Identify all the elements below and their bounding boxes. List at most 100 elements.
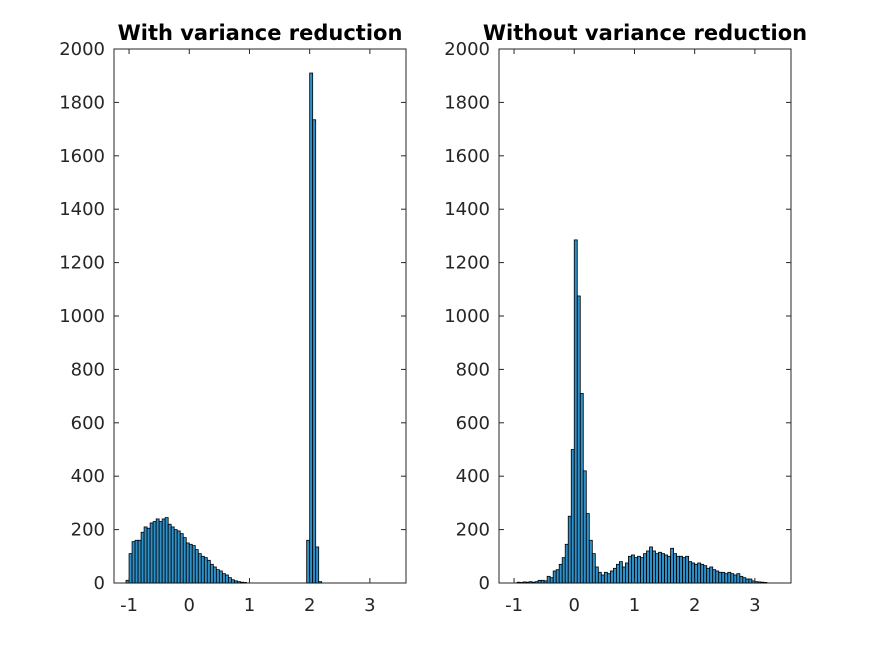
histogram-bar bbox=[240, 581, 244, 584]
histogram-bar bbox=[158, 521, 163, 584]
histogram-bar bbox=[640, 557, 644, 584]
x-tick-label: 3 bbox=[749, 595, 760, 616]
histogram-bar bbox=[664, 554, 668, 584]
histogram-bar bbox=[218, 570, 223, 584]
histogram-bar bbox=[697, 562, 702, 584]
histogram-bar bbox=[682, 557, 687, 584]
y-tick-label: 800 bbox=[456, 359, 490, 380]
histogram-bar bbox=[588, 539, 593, 584]
histogram-bar bbox=[685, 555, 690, 584]
y-tick-label: 600 bbox=[71, 413, 105, 434]
histogram-bar bbox=[724, 573, 729, 584]
subplot-left: 0 200 400 600 800 1000 1200 1400 1600 1800 2000 -1 0… bbox=[59, 21, 407, 616]
histogram-bar bbox=[312, 119, 317, 584]
y-tick-label: 1400 bbox=[59, 199, 105, 220]
histogram-bar bbox=[149, 522, 154, 584]
histogram-bar bbox=[612, 567, 617, 584]
histogram-bar bbox=[197, 553, 202, 584]
histogram-bar bbox=[591, 553, 596, 584]
histogram-bar bbox=[619, 561, 623, 584]
histogram-bar bbox=[757, 581, 762, 584]
histogram-bar bbox=[309, 72, 314, 584]
histogram-bar bbox=[643, 553, 647, 584]
histogram-bar bbox=[537, 579, 542, 584]
histogram-bar bbox=[561, 557, 566, 584]
histogram-bar bbox=[164, 517, 169, 584]
histogram-bar bbox=[179, 533, 184, 584]
histogram-bar bbox=[582, 470, 587, 584]
histogram-bar bbox=[549, 577, 554, 584]
ticks-right: 0 200 400 600 800 1000 1200 1400 1600 1800 2000 -1 0… bbox=[444, 39, 791, 616]
histogram-bar bbox=[200, 555, 205, 584]
histogram-bar bbox=[552, 570, 557, 584]
y-tick-label: 1800 bbox=[444, 92, 490, 113]
histogram-bar bbox=[652, 550, 656, 584]
histogram-bar bbox=[315, 546, 320, 584]
histogram-bar bbox=[594, 566, 599, 584]
subplot-title-left: With variance reduction bbox=[118, 21, 403, 45]
histogram-bar bbox=[528, 581, 533, 584]
histogram-bar bbox=[237, 581, 241, 584]
y-tick-label: 400 bbox=[456, 466, 490, 487]
histogram-bar bbox=[733, 574, 738, 584]
histogram-bar bbox=[137, 539, 142, 584]
histogram-bar bbox=[679, 555, 684, 584]
histogram-bar bbox=[564, 543, 569, 584]
histogram-bar bbox=[670, 547, 674, 584]
x-tick-label: 3 bbox=[364, 595, 375, 616]
y-tick-label: 1200 bbox=[444, 253, 490, 274]
y-tick-label: 0 bbox=[94, 573, 105, 594]
histogram-bar bbox=[712, 569, 717, 584]
axes-box-right bbox=[498, 48, 792, 584]
histogram-bar bbox=[573, 239, 578, 584]
y-tick-label: 2000 bbox=[59, 39, 105, 60]
x-tick-label: -1 bbox=[120, 595, 138, 616]
histogram-bar bbox=[742, 577, 747, 584]
histogram-bar bbox=[173, 529, 178, 584]
histogram-bar bbox=[622, 566, 626, 584]
histogram-bar bbox=[540, 579, 545, 584]
histogram-bar bbox=[600, 574, 605, 584]
histogram-bar bbox=[718, 571, 723, 584]
histogram-bar bbox=[170, 526, 175, 584]
histogram-bar bbox=[516, 581, 521, 584]
histogram-bar bbox=[700, 563, 705, 584]
histogram-bar bbox=[625, 562, 629, 584]
subplot-right: 0 200 400 600 800 1000 1200 1400 1600 1800 2000 -1 0… bbox=[444, 21, 807, 616]
histogram-bar bbox=[688, 561, 693, 584]
histogram-bar bbox=[609, 570, 614, 584]
x-tick-label: 0 bbox=[569, 595, 580, 616]
histogram-bar bbox=[646, 550, 650, 584]
bars-left bbox=[125, 72, 323, 584]
histogram-bar bbox=[567, 515, 572, 584]
histogram-bar bbox=[212, 566, 217, 584]
histogram-bar bbox=[231, 579, 235, 584]
histogram-bar bbox=[206, 559, 211, 584]
histogram-bar bbox=[140, 531, 145, 584]
y-tick-label: 1600 bbox=[59, 146, 105, 167]
histogram-bar bbox=[676, 555, 681, 584]
histogram-bar bbox=[760, 581, 765, 584]
histogram-bar bbox=[673, 553, 678, 584]
histogram-bar bbox=[221, 573, 226, 584]
histogram-bar bbox=[706, 567, 711, 584]
histogram-bar bbox=[661, 553, 665, 584]
histogram-bar bbox=[134, 539, 139, 584]
histogram-bar bbox=[745, 578, 750, 584]
y-tick-label: 200 bbox=[71, 520, 105, 541]
histogram-bar bbox=[570, 449, 575, 584]
histogram-bar bbox=[519, 582, 524, 584]
histogram-bar bbox=[739, 575, 744, 584]
histogram-bar bbox=[534, 581, 539, 584]
x-tick-label: 1 bbox=[244, 595, 255, 616]
x-tick-label: -1 bbox=[505, 595, 523, 616]
y-tick-label: 1000 bbox=[59, 306, 105, 327]
histogram-bar bbox=[152, 521, 157, 584]
histogram-bar bbox=[715, 570, 720, 584]
x-tick-label: 2 bbox=[304, 595, 315, 616]
histogram-bar bbox=[306, 539, 311, 584]
histogram-bar bbox=[763, 582, 768, 584]
histogram-bar bbox=[555, 569, 560, 584]
axes-box-left bbox=[113, 48, 407, 584]
